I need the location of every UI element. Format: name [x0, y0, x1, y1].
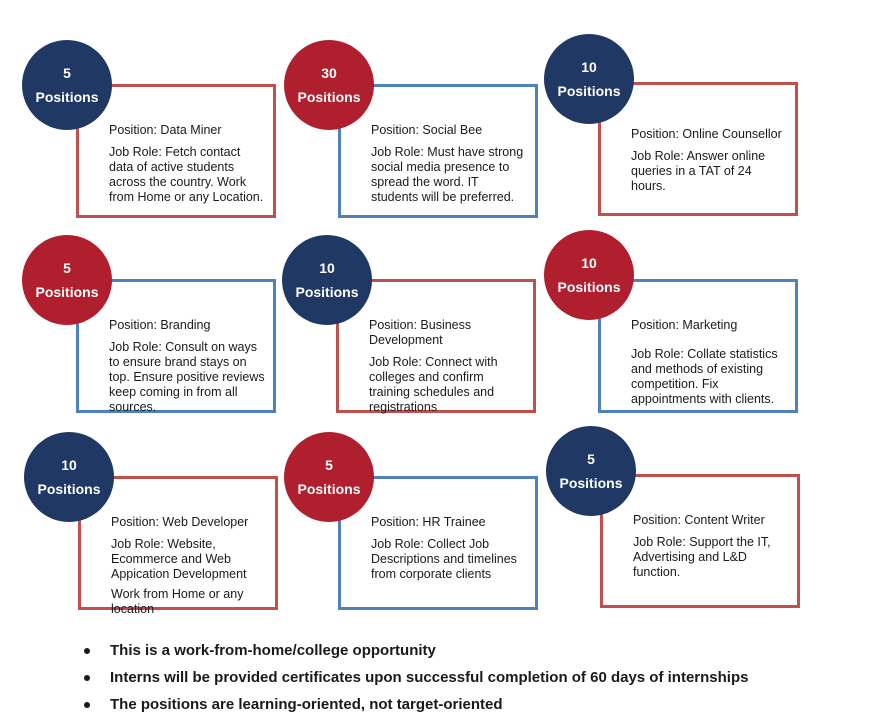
position-unit: Positions — [37, 481, 101, 497]
position-unit: Positions — [557, 83, 621, 99]
position-details-box: Position: Social Bee Job Role: Must have… — [338, 84, 538, 218]
note-text: This is a work-from-home/college opportu… — [110, 642, 436, 659]
position-details-box: Position: Content Writer Job Role: Suppo… — [600, 474, 800, 608]
position-count-badge: 5 Positions — [546, 426, 636, 516]
note-item: Interns will be provided certificates up… — [82, 667, 748, 694]
position-details-box: Position: Web Developer Job Role: Websit… — [78, 476, 278, 616]
position-count-badge: 5 Positions — [284, 432, 374, 522]
position-details-box: Position: Marketing Job Role: Collate st… — [598, 279, 798, 413]
job-role: Job Role: Answer online queries in a TAT… — [631, 149, 766, 193]
note-text: The positions are learning-oriented, not… — [110, 696, 503, 713]
position-unit: Positions — [557, 279, 621, 295]
position-count: 10 — [61, 457, 77, 473]
position-count-badge: 5 Positions — [22, 235, 112, 325]
position-title: Position: Branding — [109, 318, 211, 332]
position-count: 5 — [63, 260, 71, 276]
position-count: 5 — [587, 451, 595, 467]
position-count-badge: 10 Positions — [544, 34, 634, 124]
work-location-note: Work from Home or any location — [111, 587, 244, 616]
position-unit: Positions — [295, 284, 359, 300]
position-unit: Positions — [297, 89, 361, 105]
position-unit: Positions — [559, 475, 623, 491]
position-details-box: Position: Branding Job Role: Consult on … — [76, 279, 276, 414]
position-count-badge: 10 Positions — [24, 432, 114, 522]
position-count-badge: 5 Positions — [22, 40, 112, 130]
position-unit: Positions — [297, 481, 361, 497]
job-role: Job Role: Collate statistics and methods… — [631, 347, 778, 406]
position-count: 5 — [325, 457, 333, 473]
position-details-box: Position: Data Miner Job Role: Fetch con… — [76, 84, 276, 218]
job-role: Job Role: Collect Job Descriptions and t… — [371, 537, 517, 581]
position-title: Position: Social Bee — [371, 123, 483, 137]
notes-list: This is a work-from-home/college opportu… — [82, 640, 748, 721]
position-count-badge: 30 Positions — [284, 40, 374, 130]
job-role: Job Role: Connect with colleges and conf… — [369, 355, 498, 414]
position-details-box: Position: Business Development Job Role:… — [336, 279, 536, 414]
job-role: Job Role: Consult on ways to ensure bran… — [109, 340, 265, 414]
position-details-box: Position: HR Trainee Job Role: Collect J… — [338, 476, 538, 610]
position-unit: Positions — [35, 284, 99, 300]
job-role: Job Role: Website, Ecommerce and Web App… — [111, 537, 247, 581]
position-title: Position: Data Miner — [109, 123, 222, 137]
position-count: 5 — [63, 65, 71, 81]
note-text: Interns will be provided certificates up… — [110, 669, 749, 686]
job-role: Job Role: Fetch contact data of active s… — [109, 145, 264, 204]
position-count: 10 — [581, 255, 597, 271]
position-title: Position: Business Development — [369, 318, 472, 347]
position-title: Position: Content Writer — [633, 513, 765, 527]
position-title: Position: Online Counsellor — [631, 127, 782, 141]
note-item: The positions are learning-oriented, not… — [82, 694, 748, 721]
bullet-icon — [84, 702, 90, 708]
job-role: Job Role: Support the IT, Advertising an… — [633, 535, 771, 579]
position-count-badge: 10 Positions — [282, 235, 372, 325]
position-unit: Positions — [35, 89, 99, 105]
bullet-icon — [84, 648, 90, 654]
note-item: This is a work-from-home/college opportu… — [82, 640, 748, 667]
position-count: 30 — [321, 65, 337, 81]
position-count: 10 — [581, 59, 597, 75]
position-count: 10 — [319, 260, 335, 276]
position-count-badge: 10 Positions — [544, 230, 634, 320]
position-title: Position: HR Trainee — [371, 515, 486, 529]
position-title: Position: Marketing — [631, 318, 738, 332]
bullet-icon — [84, 675, 90, 681]
position-title: Position: Web Developer — [111, 515, 249, 529]
position-details-box: Position: Online Counsellor Job Role: An… — [598, 82, 798, 216]
job-role: Job Role: Must have strong social media … — [371, 145, 524, 204]
